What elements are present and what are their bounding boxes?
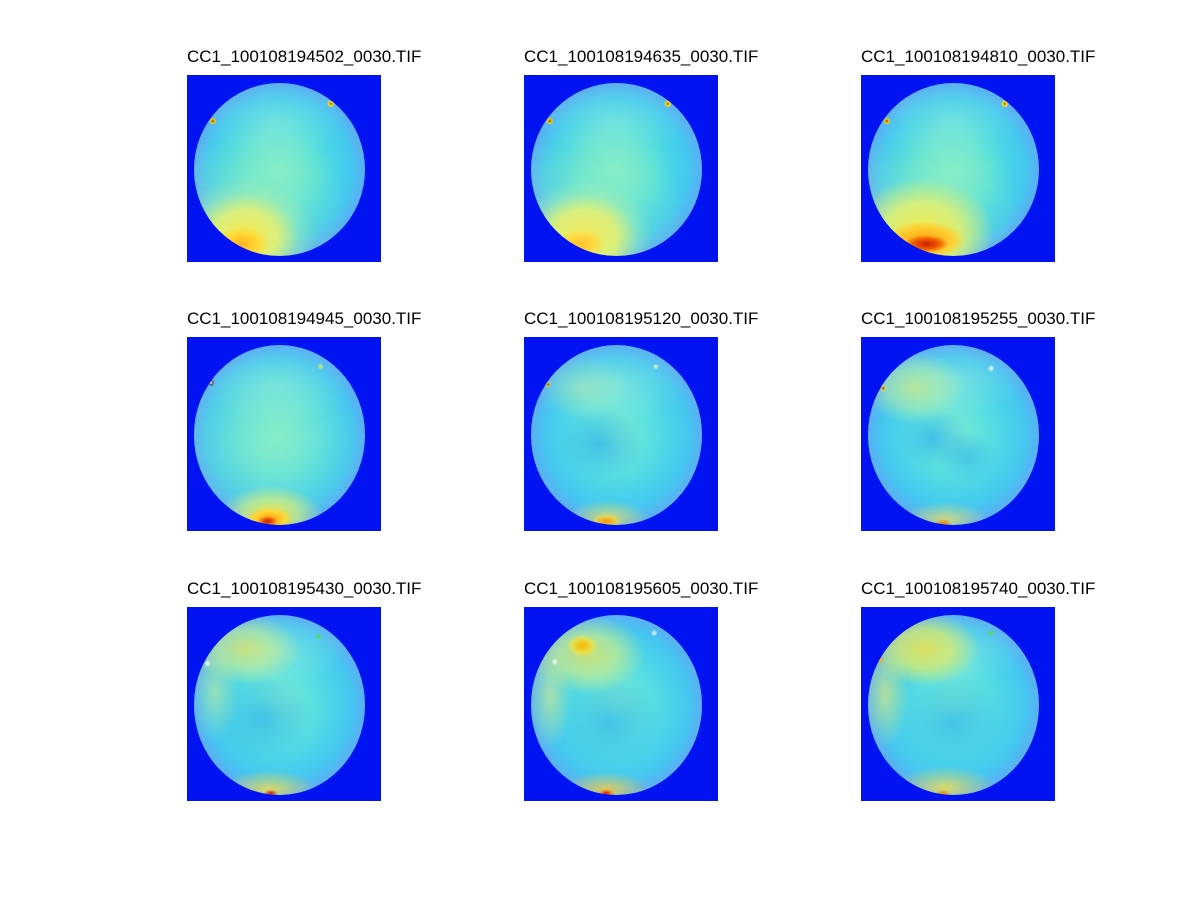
subplot-title: CC1_100108194945_0030.TIF	[187, 309, 422, 328]
subplot-cell: CC1_100108195430_0030.TIF	[187, 579, 421, 801]
subplot-cell: CC1_100108195605_0030.TIF	[524, 579, 758, 801]
fisheye-disk	[867, 82, 1040, 256]
subplot-title: CC1_100108195605_0030.TIF	[524, 579, 759, 598]
fisheye-disk	[867, 345, 1040, 525]
fisheye-disk	[193, 615, 366, 795]
allsky-image	[524, 337, 718, 531]
fisheye-disk	[193, 82, 366, 256]
subplot-title: CC1_100108194635_0030.TIF	[524, 47, 759, 66]
subplot-title: CC1_100108195430_0030.TIF	[187, 579, 422, 598]
subplot-title: CC1_100108195120_0030.TIF	[524, 309, 759, 328]
fisheye-disk	[530, 345, 703, 525]
allsky-image	[187, 607, 381, 801]
subplot-cell: CC1_100108195120_0030.TIF	[524, 309, 758, 531]
subplot-cell: CC1_100108195740_0030.TIF	[861, 579, 1095, 801]
allsky-image	[187, 337, 381, 531]
subplot-title: CC1_100108195740_0030.TIF	[861, 579, 1096, 598]
allsky-image	[861, 607, 1055, 801]
subplot-title: CC1_100108194810_0030.TIF	[861, 47, 1096, 66]
subplot-cell: CC1_100108194810_0030.TIF	[861, 47, 1095, 262]
subplot-title: CC1_100108194502_0030.TIF	[187, 47, 422, 66]
allsky-image	[524, 607, 718, 801]
subplot-cell: CC1_100108195255_0030.TIF	[861, 309, 1095, 531]
subplot-title: CC1_100108195255_0030.TIF	[861, 309, 1096, 328]
subplot-cell: CC1_100108194635_0030.TIF	[524, 47, 758, 262]
fisheye-disk	[530, 615, 703, 795]
fisheye-disk	[867, 615, 1040, 795]
fisheye-disk	[193, 345, 366, 525]
allsky-image	[861, 75, 1055, 262]
allsky-image	[861, 337, 1055, 531]
subplot-cell: CC1_100108194502_0030.TIF	[187, 47, 421, 262]
allsky-image	[524, 75, 718, 262]
allsky-image	[187, 75, 381, 262]
fisheye-disk	[530, 82, 703, 256]
subplot-cell: CC1_100108194945_0030.TIF	[187, 309, 421, 531]
